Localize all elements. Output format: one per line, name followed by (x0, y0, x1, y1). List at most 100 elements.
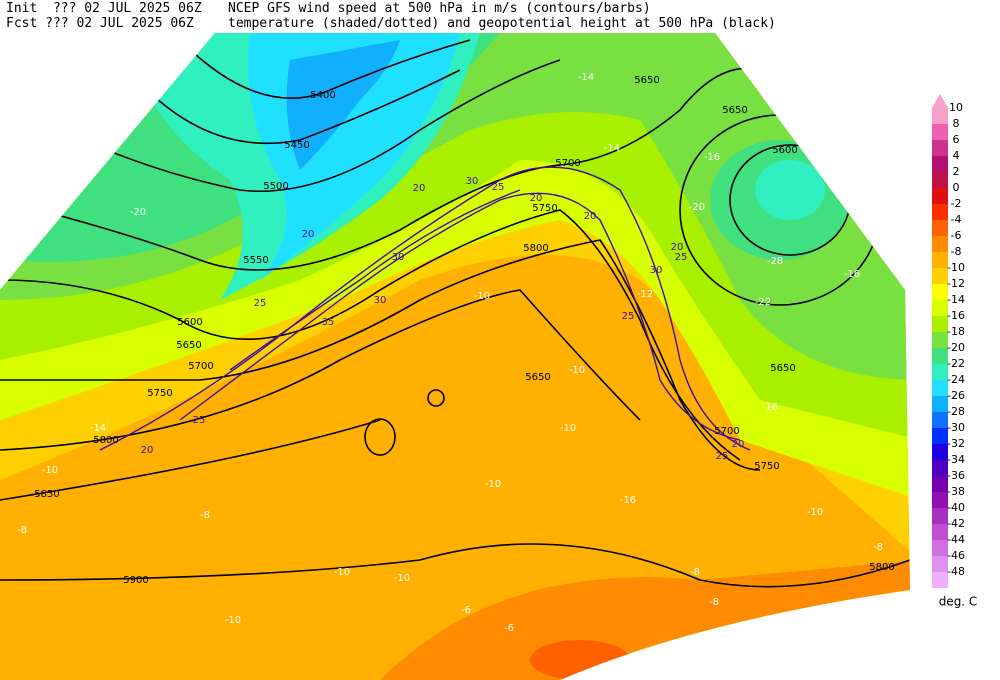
temperature-label: -8 (873, 542, 883, 553)
colorbar-label: -46 (947, 549, 965, 562)
temperature-label: -10 (569, 365, 585, 376)
temperature-label: -10 (225, 615, 241, 626)
wind-label: 20 (302, 229, 315, 240)
colorbar-swatch (932, 284, 948, 300)
header-fcst: Fcst ??? 02 JUL 2025 06Z (6, 16, 194, 31)
colorbar-swatch (932, 108, 948, 124)
colorbar-label: -10 (947, 261, 965, 274)
colorbar-label: -36 (947, 469, 965, 482)
height-label: 5600 (772, 145, 797, 156)
height-label: 5450 (284, 140, 309, 151)
colorbar-label: 8 (953, 117, 960, 130)
height-label: 5550 (243, 255, 268, 266)
colorbar-label: -42 (947, 517, 965, 530)
colorbar-label: -40 (947, 501, 965, 514)
temperature-label: -12 (637, 289, 653, 300)
wind-label: 25 (193, 415, 206, 426)
wind-label: 25 (675, 252, 688, 263)
colorbar-label: -2 (951, 197, 962, 210)
wind-label: 30 (650, 265, 663, 276)
temperature-label: -8 (690, 567, 700, 578)
colorbar-label: 0 (953, 181, 960, 194)
temperature-label: -16 (844, 269, 860, 280)
temperature-label: -10 (485, 479, 501, 490)
temperature-label: -10 (474, 291, 490, 302)
temperature-label: -14 (90, 423, 106, 434)
colorbar-swatch (932, 348, 948, 364)
wind-label: 20 (732, 439, 745, 450)
colorbar-label: -4 (951, 213, 962, 226)
colorbar-label: -18 (947, 325, 965, 338)
colorbar-swatch (932, 380, 948, 396)
colorbar-swatch (932, 396, 948, 412)
colorbar-label: 4 (953, 149, 960, 162)
height-label: 5650 (722, 105, 747, 116)
colorbar-swatch (932, 572, 948, 588)
colorbar-label: -26 (947, 389, 965, 402)
colorbar-arrow (932, 94, 948, 108)
colorbar-swatch (932, 172, 948, 188)
temperature-label: -16 (762, 402, 778, 413)
colorbar-label: -20 (947, 341, 965, 354)
wind-label: 30 (374, 295, 387, 306)
colorbar-swatch (932, 220, 948, 236)
colorbar-swatch (932, 300, 948, 316)
temperature-label: -14 (578, 72, 594, 83)
colorbar-swatch (932, 252, 948, 268)
height-label: 5850 (34, 489, 59, 500)
colorbar-swatch (932, 316, 948, 332)
wind-contours (99, 166, 751, 451)
colorbar-swatch (932, 268, 948, 284)
colorbar-label: -28 (947, 405, 965, 418)
height-label: 5700 (555, 158, 580, 169)
colorbar-swatch (932, 412, 948, 428)
colorbar-label: -22 (947, 357, 965, 370)
colorbar-label: -34 (947, 453, 965, 466)
colorbar-swatch (932, 236, 948, 252)
colorbar-swatch (932, 476, 948, 492)
colorbar-label: -16 (947, 309, 965, 322)
temperature-label: -22 (755, 297, 771, 308)
colorbar-label: -24 (947, 373, 965, 386)
colorbar-label: -12 (947, 277, 965, 290)
colorbar-swatch (932, 204, 948, 220)
height-label: 5400 (310, 90, 335, 101)
colorbar-swatch (932, 540, 948, 556)
height-label: 5600 (177, 317, 202, 328)
header-init: Init ??? 02 JUL 2025 06Z (6, 1, 202, 16)
colorbar-swatch (932, 188, 948, 204)
temperature-label: -10 (334, 567, 350, 578)
colorbar-label: -48 (947, 565, 965, 578)
temperature-label: -6 (461, 605, 471, 616)
colorbar-swatch (932, 492, 948, 508)
map-fill (0, 33, 910, 680)
temperature-label: -8 (200, 510, 210, 521)
height-label: 5800 (523, 243, 548, 254)
temperature-label: -10 (394, 573, 410, 584)
colorbar-label: -30 (947, 421, 965, 434)
height-label: 5750 (754, 461, 779, 472)
colorbar-label: -38 (947, 485, 965, 498)
wind-label: 20 (671, 242, 684, 253)
height-label: 5800 (93, 435, 118, 446)
colorbar-swatch (932, 444, 948, 460)
colorbar-label: -14 (947, 293, 965, 306)
height-label: 5700 (714, 426, 739, 437)
colorbar-label: -32 (947, 437, 965, 450)
colorbar-swatch (932, 428, 948, 444)
colorbar-label: 6 (953, 133, 960, 146)
height-label: 5750 (532, 203, 557, 214)
wind-label: 25 (492, 182, 505, 193)
colorbar-swatch (932, 332, 948, 348)
colorbar-swatch (932, 364, 948, 380)
colorbar-label: 10 (949, 101, 963, 114)
wind-label: 30 (466, 176, 479, 187)
wind-label: 30 (392, 252, 405, 263)
wind-label: 25 (716, 451, 729, 462)
height-label: 5700 (188, 361, 213, 372)
height-label: 5650 (634, 75, 659, 86)
wind-label: 20 (530, 193, 543, 204)
temperature-label: -10 (807, 507, 823, 518)
colorbar-swatch (932, 460, 948, 476)
colorbar-swatch (932, 140, 948, 156)
